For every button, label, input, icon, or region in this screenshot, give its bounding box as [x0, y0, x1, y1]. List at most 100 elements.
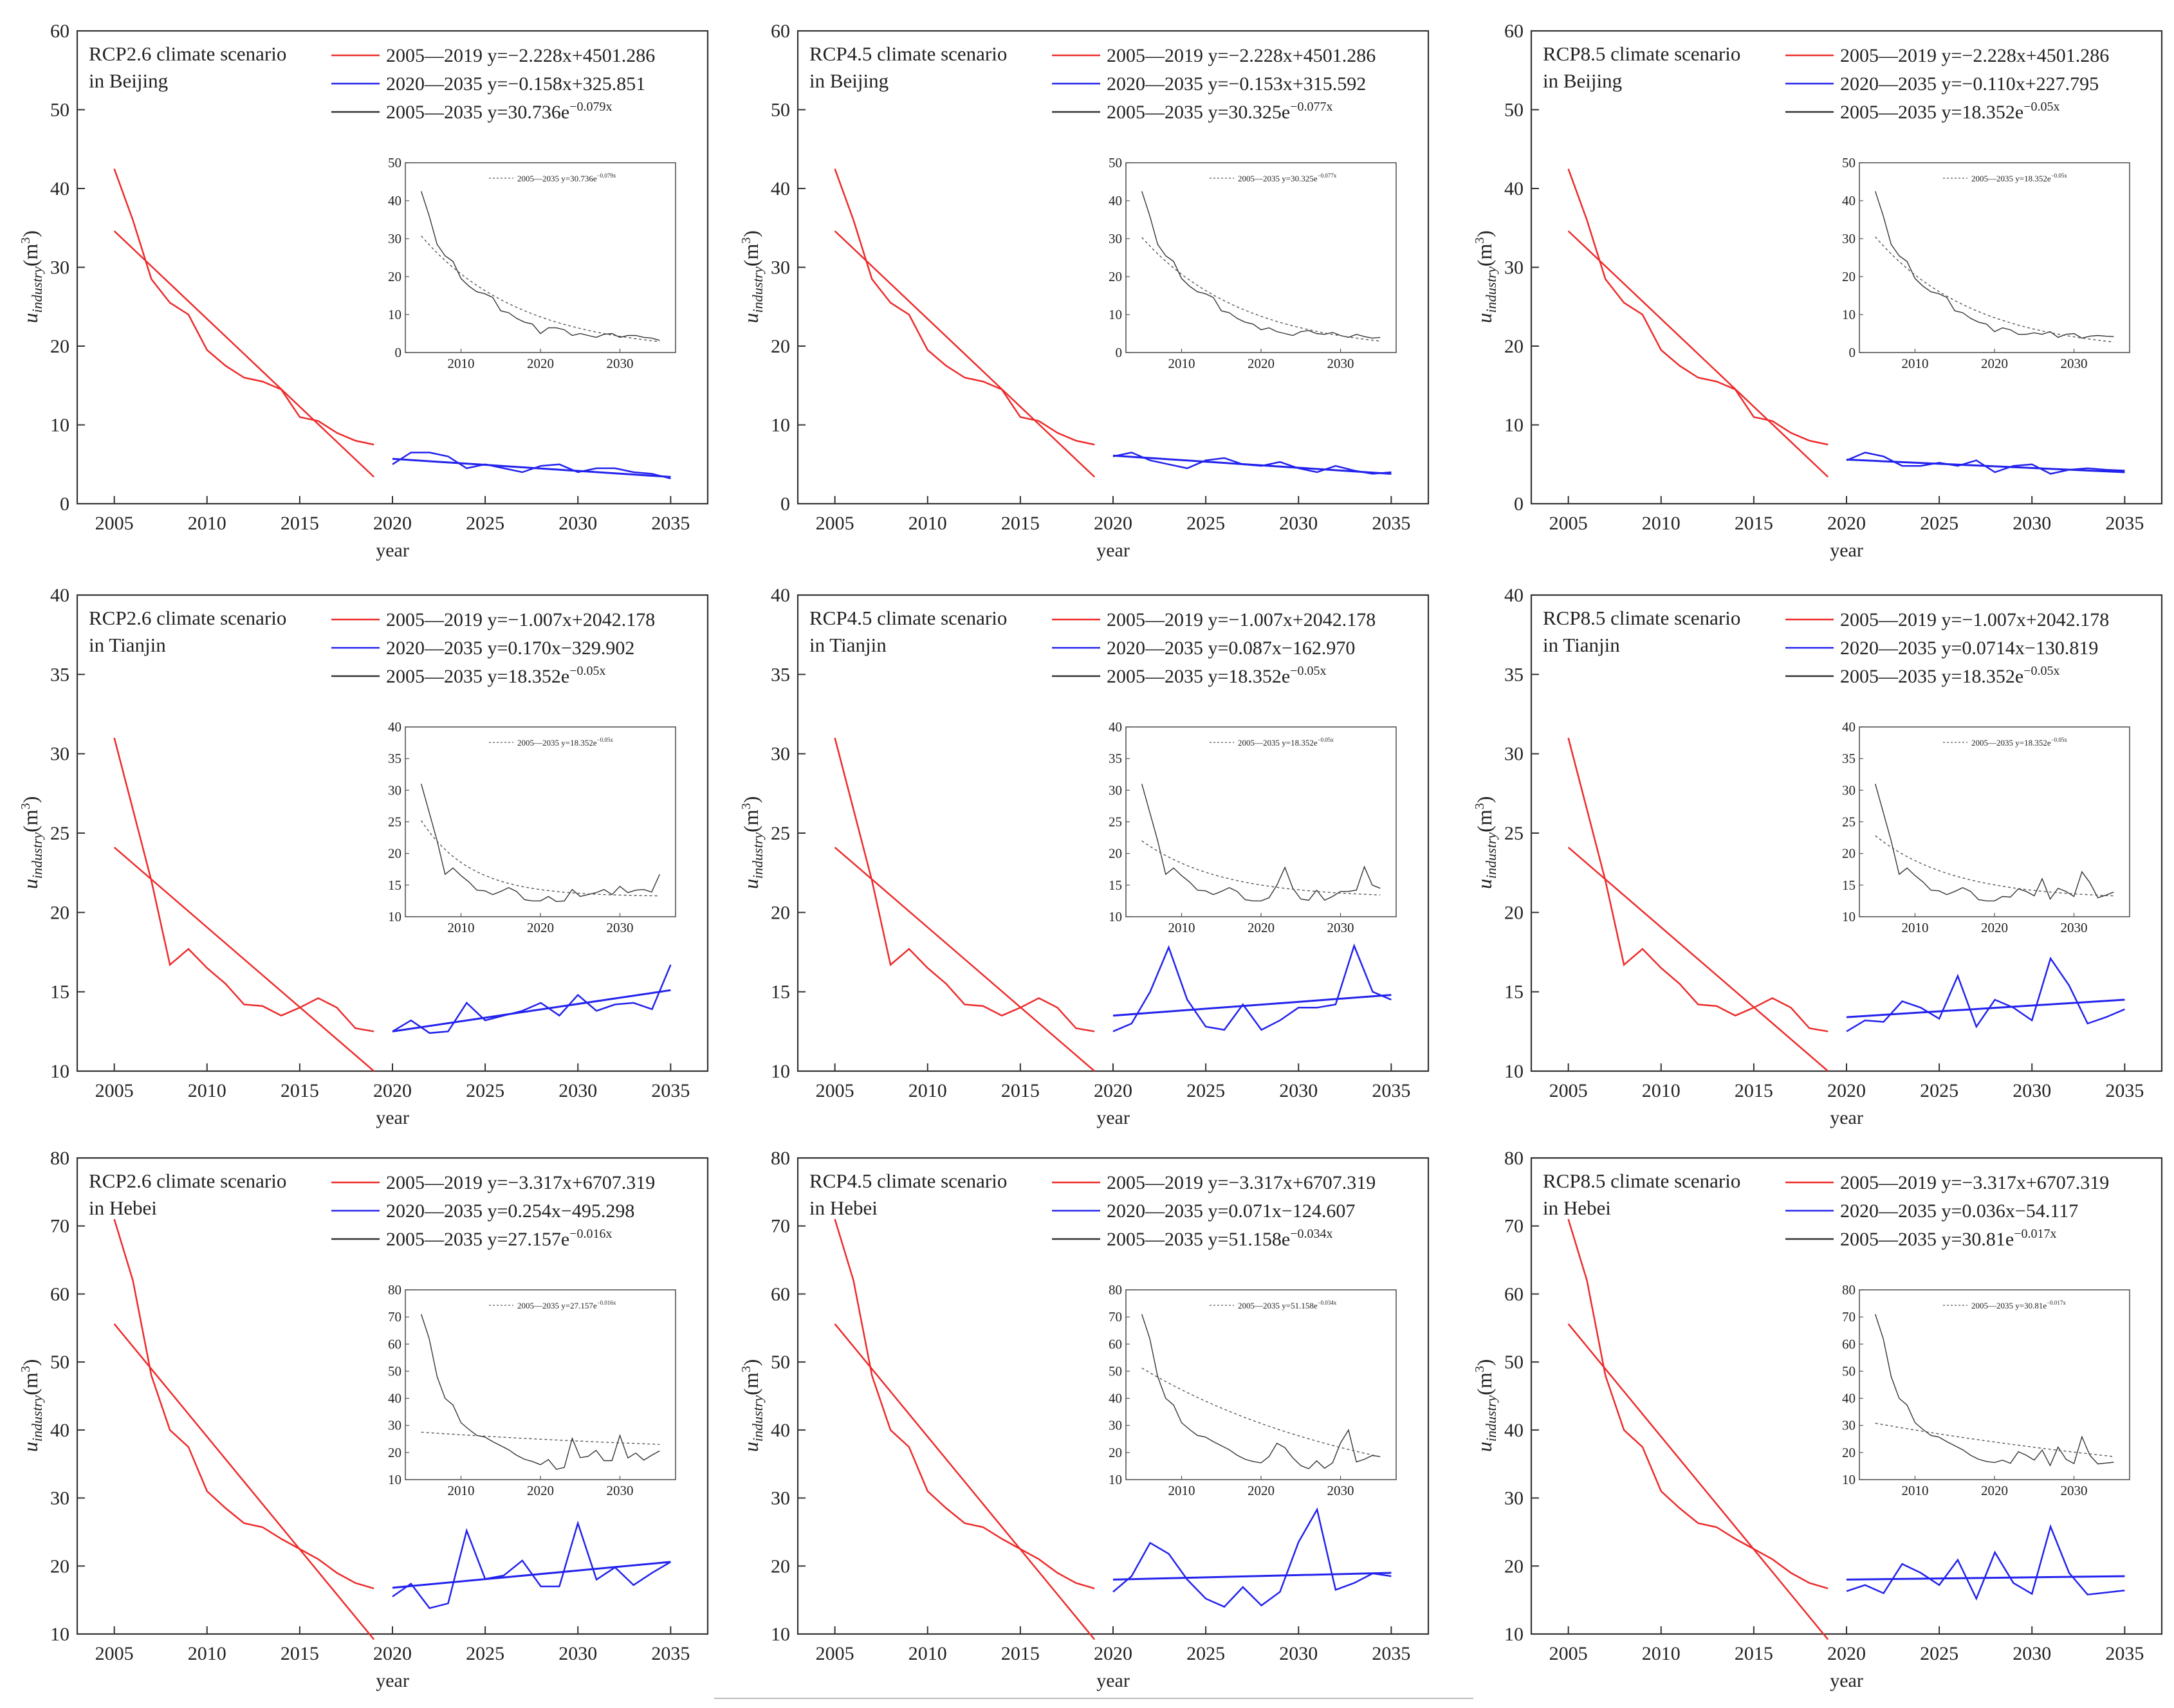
- inset-y-tick-label: 70: [1842, 1309, 1856, 1325]
- y-tick-label: 35: [50, 664, 69, 685]
- y-tick-label: 10: [1504, 415, 1524, 436]
- inset-y-tick-label: 30: [1842, 1418, 1856, 1433]
- x-tick-label: 2020: [1827, 1643, 1866, 1664]
- inset-x-tick-label: 2030: [2061, 356, 2088, 371]
- inset-frame: [1859, 726, 2130, 917]
- x-axis-label: year: [376, 1107, 409, 1128]
- inset-legend-entry: 2005—2035 y=30.736e−0.079x: [517, 172, 616, 183]
- inset-y-tick-label: 15: [1109, 877, 1122, 893]
- inset-fit-curve: [421, 1431, 660, 1445]
- inset-y-tick-label: 20: [1842, 269, 1856, 284]
- inset-x-tick-label: 2030: [1327, 920, 1354, 935]
- series-projection-line: [1112, 943, 1392, 1033]
- panel-title: RCP2.6 climate scenario: [89, 1170, 286, 1192]
- legend-entry: 2005—2035 y=30.81e−0.017x: [1840, 1227, 2057, 1250]
- y-tick-label: 35: [1504, 664, 1524, 685]
- inset-frame: [1125, 1289, 1397, 1480]
- inset-fit-curve: [1875, 835, 2114, 897]
- y-axis-label: uindustry(m3): [739, 230, 766, 323]
- y-tick-label: 30: [771, 744, 790, 765]
- series-projection-line: [392, 964, 672, 1034]
- y-tick-label: 10: [1504, 1624, 1524, 1645]
- y-tick-label: 40: [50, 1420, 69, 1441]
- inset-y-tick-label: 20: [388, 846, 401, 861]
- inset-y-tick-label: 70: [1109, 1309, 1122, 1325]
- x-axis-label: year: [376, 540, 409, 561]
- x-tick-label: 2010: [1642, 1643, 1681, 1664]
- x-tick-label: 2020: [373, 513, 412, 534]
- x-axis-label: year: [1096, 1107, 1130, 1128]
- y-tick-label: 30: [1504, 257, 1524, 279]
- x-tick-label: 2035: [2105, 513, 2144, 534]
- legend-entry: 2005—2035 y=18.352e−0.05x: [1107, 664, 1327, 687]
- y-tick-label: 0: [60, 493, 69, 515]
- inset-y-tick-label: 35: [1842, 751, 1856, 766]
- inset-y-tick-label: 20: [1842, 1445, 1856, 1460]
- inset-y-tick-label: 15: [1842, 877, 1856, 893]
- inset-chart: 10 15 20 25 30 35 40 2010 2020 2030 2005—2035 y=18…: [1842, 719, 2130, 935]
- x-tick-label: 2015: [1001, 1643, 1040, 1664]
- x-tick-label: 2030: [1279, 1080, 1318, 1101]
- x-tick-label: 2025: [1186, 1080, 1225, 1101]
- inset-x-tick-label: 2010: [1168, 1483, 1195, 1498]
- inset-x-tick-label: 2010: [1901, 1483, 1928, 1498]
- inset-x-tick-label: 2010: [1901, 356, 1928, 371]
- series-historical-line: [834, 737, 1095, 1033]
- inset-x-tick-label: 2010: [447, 356, 474, 371]
- inset-y-tick-label: 0: [1849, 345, 1856, 360]
- x-tick-label: 2030: [558, 1643, 597, 1664]
- x-tick-label: 2020: [1094, 1080, 1132, 1101]
- x-tick-label: 2030: [1279, 513, 1318, 534]
- inset-y-tick-label: 40: [1842, 193, 1856, 208]
- legend-entry: 2005—2019 y=−3.317x+6707.319: [1840, 1172, 2109, 1193]
- x-tick-label: 2030: [2013, 1080, 2051, 1101]
- x-tick-label: 2010: [188, 1643, 226, 1664]
- x-tick-label: 2015: [1001, 1080, 1040, 1101]
- inset-series-line: [1875, 784, 2114, 902]
- x-tick-label: 2010: [1642, 1080, 1681, 1101]
- y-tick-label: 10: [771, 1624, 790, 1645]
- inset-series-line: [421, 191, 660, 341]
- inset-x-tick-label: 2010: [1168, 356, 1195, 371]
- inset-y-tick-label: 10: [388, 909, 401, 924]
- inset-y-tick-label: 10: [1842, 307, 1856, 322]
- y-axis-label: uindustry(m3): [1473, 230, 1499, 323]
- panel-region: in Hebei: [1543, 1197, 1611, 1219]
- inset-y-tick-label: 15: [388, 877, 401, 893]
- inset-series-line: [1875, 1314, 2114, 1467]
- x-tick-label: 2025: [1186, 1643, 1225, 1664]
- x-tick-label: 2035: [2105, 1643, 2144, 1664]
- legend-entry: 2005—2019 y=−1.007x+2042.178: [386, 609, 655, 630]
- panel-region: in Tianjin: [809, 634, 887, 656]
- inset-y-tick-label: 40: [388, 1391, 401, 1406]
- inset-y-tick-label: 40: [388, 719, 401, 735]
- panel-region: in Tianjin: [89, 634, 166, 656]
- legend-entry: 2005—2035 y=27.157e−0.016x: [386, 1227, 613, 1250]
- x-tick-label: 2030: [558, 1080, 597, 1101]
- inset-x-tick-label: 2030: [1327, 356, 1354, 371]
- x-tick-label: 2020: [373, 1080, 412, 1101]
- y-tick-label: 15: [771, 982, 790, 1003]
- x-tick-label: 2015: [281, 1643, 319, 1664]
- fit-line-2020-2035: [1846, 1575, 2125, 1581]
- y-tick-label: 20: [50, 1556, 69, 1577]
- inset-frame: [405, 162, 676, 353]
- legend-entry: 2005—2019 y=−2.228x+4501.286: [386, 45, 655, 66]
- fit-line-2020-2035: [1846, 998, 2125, 1018]
- y-tick-label: 20: [771, 336, 790, 357]
- y-axis-label: uindustry(m3): [1473, 1359, 1499, 1452]
- y-tick-label: 20: [50, 902, 69, 923]
- y-axis-label: uindustry(m3): [739, 796, 766, 889]
- y-tick-label: 20: [1504, 1556, 1524, 1577]
- fit-line-2005-2019: [1567, 847, 1829, 1072]
- y-tick-label: 70: [1504, 1216, 1524, 1237]
- inset-frame: [1859, 162, 2130, 353]
- y-axis-label: uindustry(m3): [19, 796, 45, 889]
- x-tick-label: 2015: [1001, 513, 1040, 534]
- inset-y-tick-label: 25: [1109, 814, 1122, 830]
- y-tick-label: 0: [780, 493, 790, 515]
- panel-region: in Beijing: [1543, 69, 1622, 92]
